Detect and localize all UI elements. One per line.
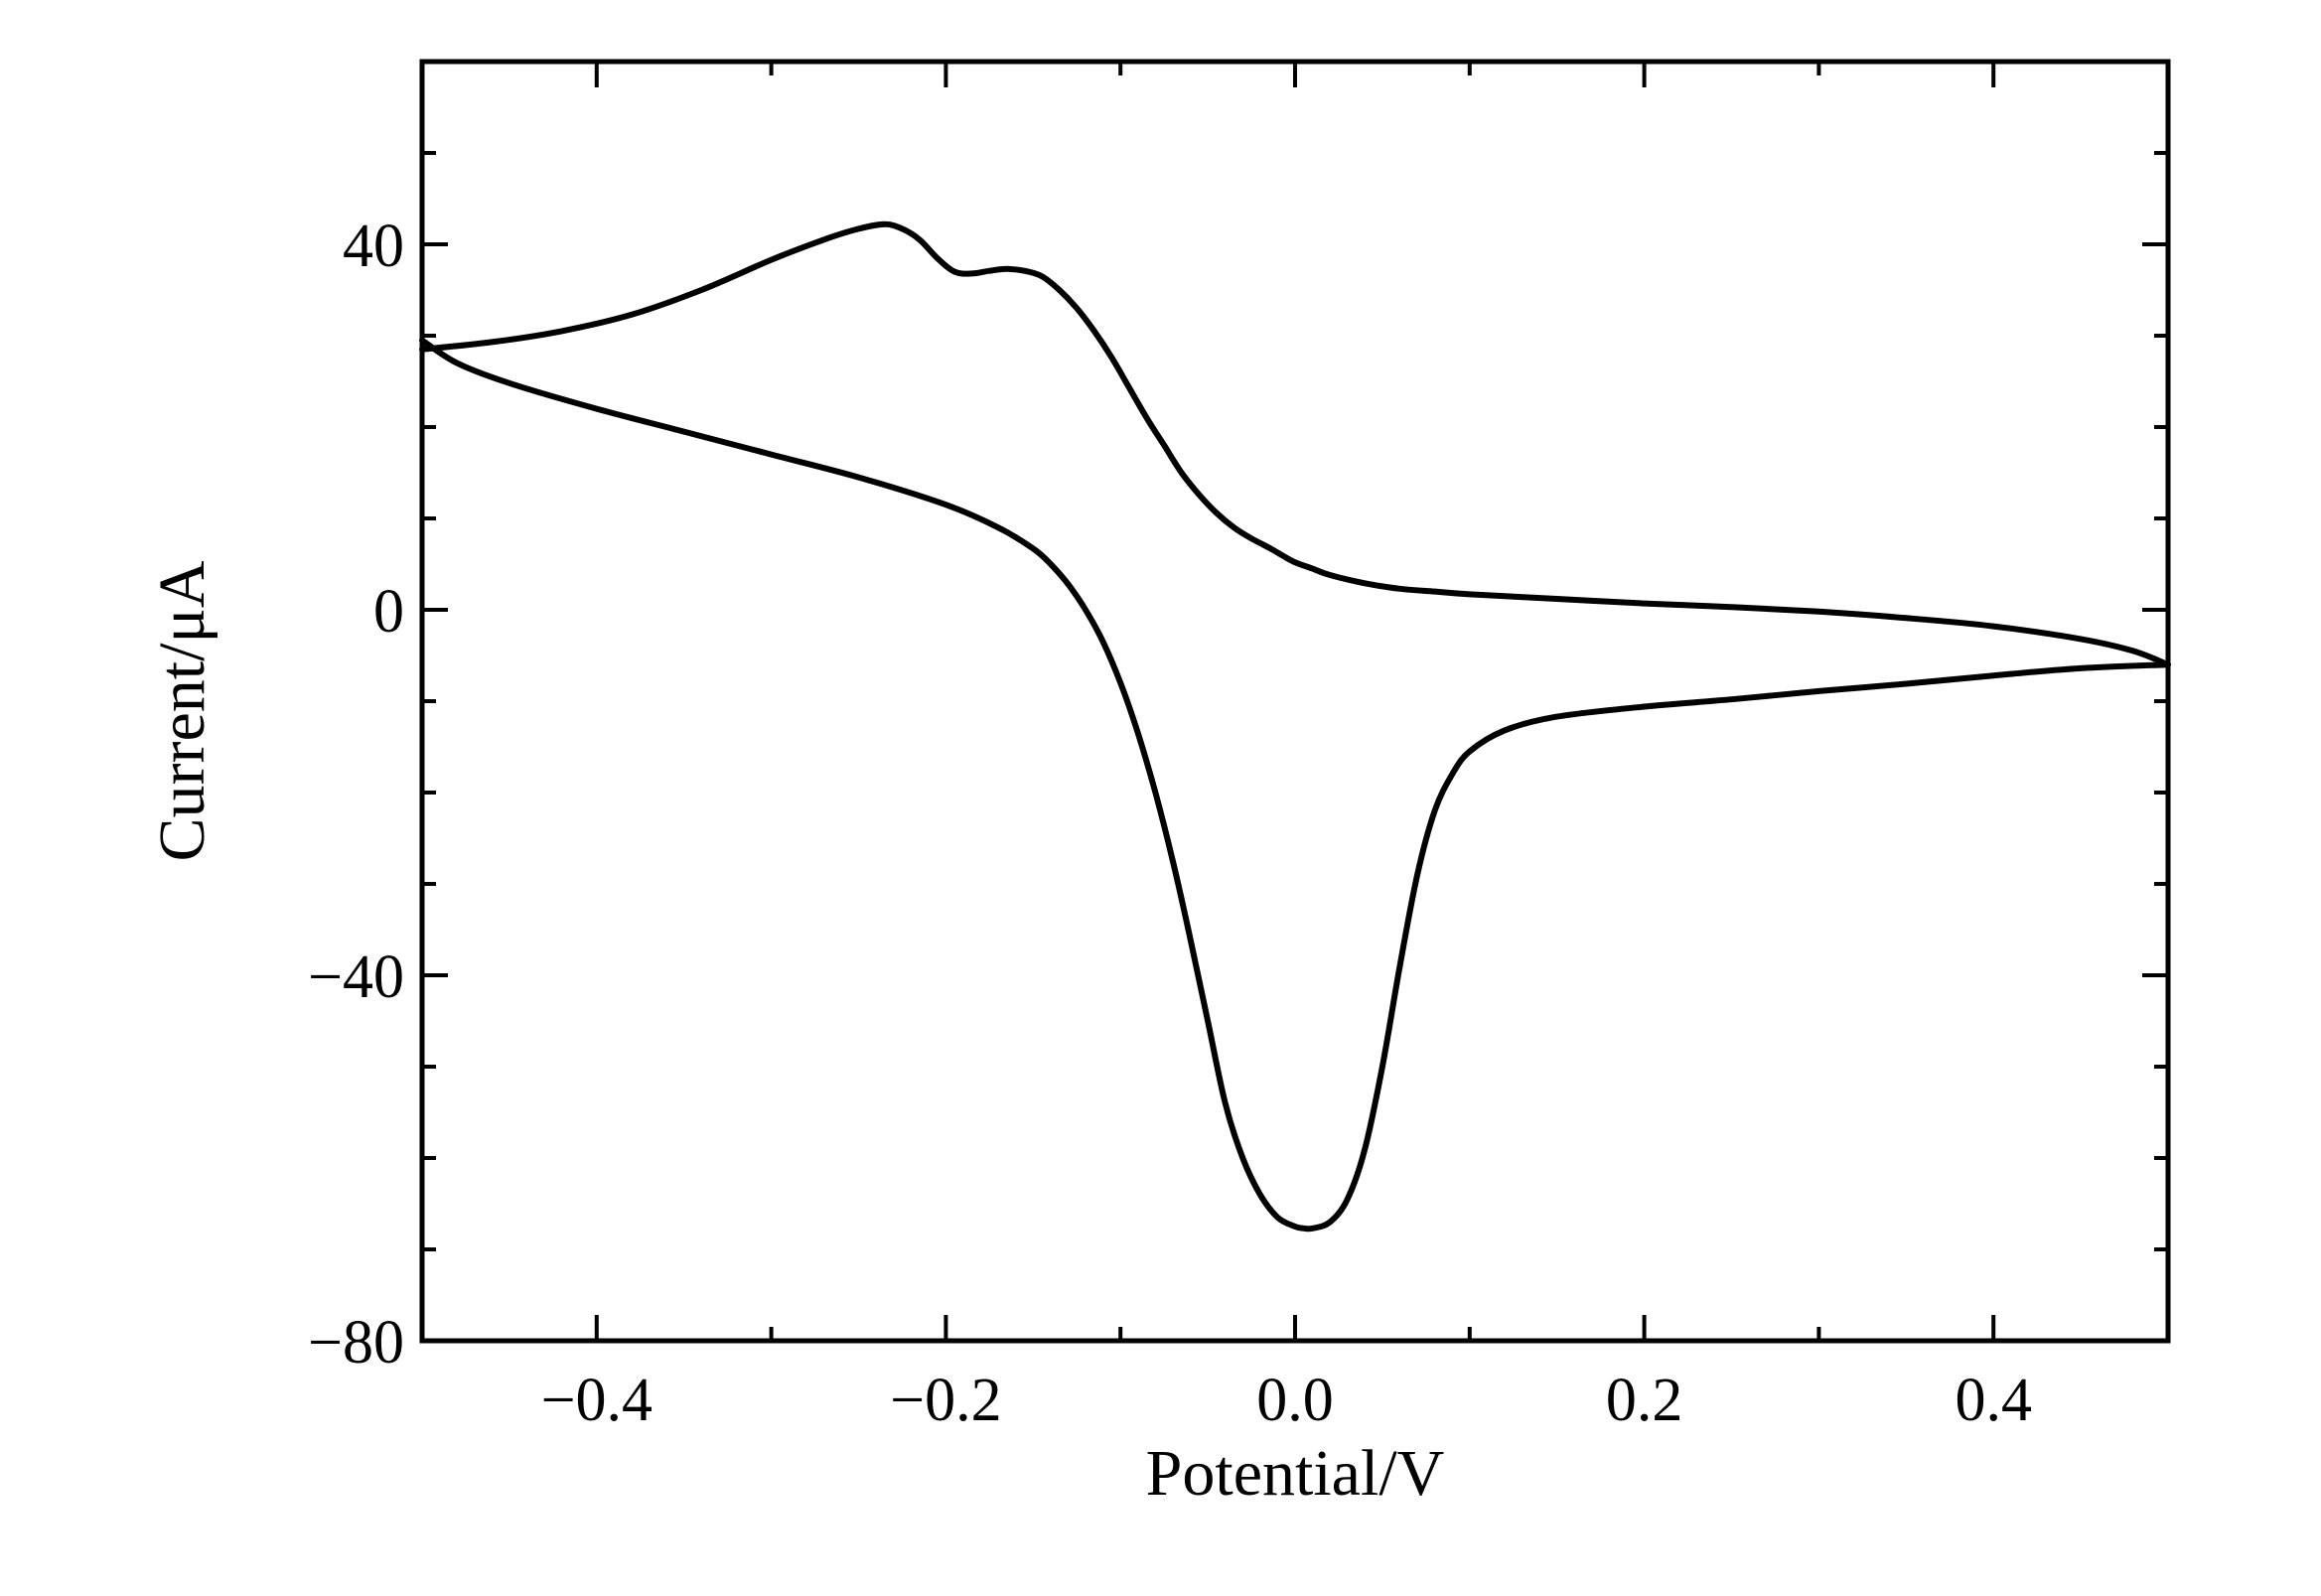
y-tick-label: 40 <box>343 213 404 280</box>
plot-frame <box>419 59 2171 1344</box>
anodic-sweep-line <box>419 220 2171 668</box>
y-tick-labels: −80 −40 0 40 <box>308 213 404 1377</box>
x-axis-title: Potential/V <box>1146 1437 1445 1510</box>
y-tick-label: −80 <box>308 1309 404 1377</box>
x-tick-label: 0.2 <box>1606 1367 1683 1434</box>
x-tick-label: 0.4 <box>1955 1367 2032 1434</box>
x-tick-label: −0.4 <box>541 1367 653 1434</box>
tick-marks <box>422 62 2168 1343</box>
x-tick-label: 0.0 <box>1256 1367 1334 1434</box>
y-tick-label: −40 <box>308 943 404 1011</box>
y-axis-title: Current/μA <box>146 560 218 861</box>
y-tick-label: 0 <box>373 578 404 646</box>
cathodic-sweep-line <box>419 337 2171 1233</box>
curve-group <box>419 220 2171 1233</box>
x-tick-labels: −0.4 −0.2 0.0 0.2 0.4 <box>541 1367 2032 1434</box>
x-tick-label: −0.2 <box>890 1367 1001 1434</box>
